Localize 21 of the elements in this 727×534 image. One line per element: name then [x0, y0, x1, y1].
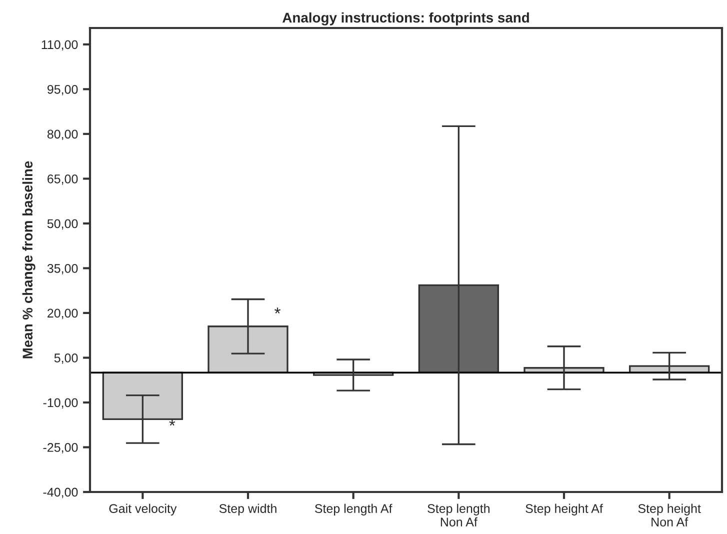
y-tick-label: 80,00: [47, 130, 78, 140]
y-tick-label: -10,00: [43, 398, 78, 409]
y-tick-label: -40,00: [43, 488, 78, 498]
chart-title: Analogy instructions: footprints sand: [282, 12, 529, 26]
y-tick-label: 35,00: [47, 264, 78, 274]
x-tick-label: Step length Non Af: [428, 504, 490, 526]
y-tick-label: -25,00: [43, 443, 78, 454]
x-tick-label: Step width: [219, 504, 276, 516]
y-tick-label: 95,00: [48, 84, 78, 96]
y-tick-label: 65,00: [48, 174, 78, 185]
x-tick-label: Gait velocity: [109, 504, 177, 516]
y-tick-label: 20,00: [48, 308, 78, 320]
x-tick-label: Step height Af: [526, 504, 603, 516]
y-tick-label: 50,00: [47, 219, 78, 230]
x-tick-label: Step height Non Af: [638, 504, 701, 526]
y-tick-label: 5,00: [54, 354, 78, 364]
y-tick-label: 110,00: [42, 40, 78, 51]
annotation: *: [169, 420, 176, 426]
y-axis-title: Mean % change from baseline: [22, 161, 36, 358]
annotation: *: [274, 308, 280, 314]
x-tick-label: Step length Af: [314, 504, 392, 516]
